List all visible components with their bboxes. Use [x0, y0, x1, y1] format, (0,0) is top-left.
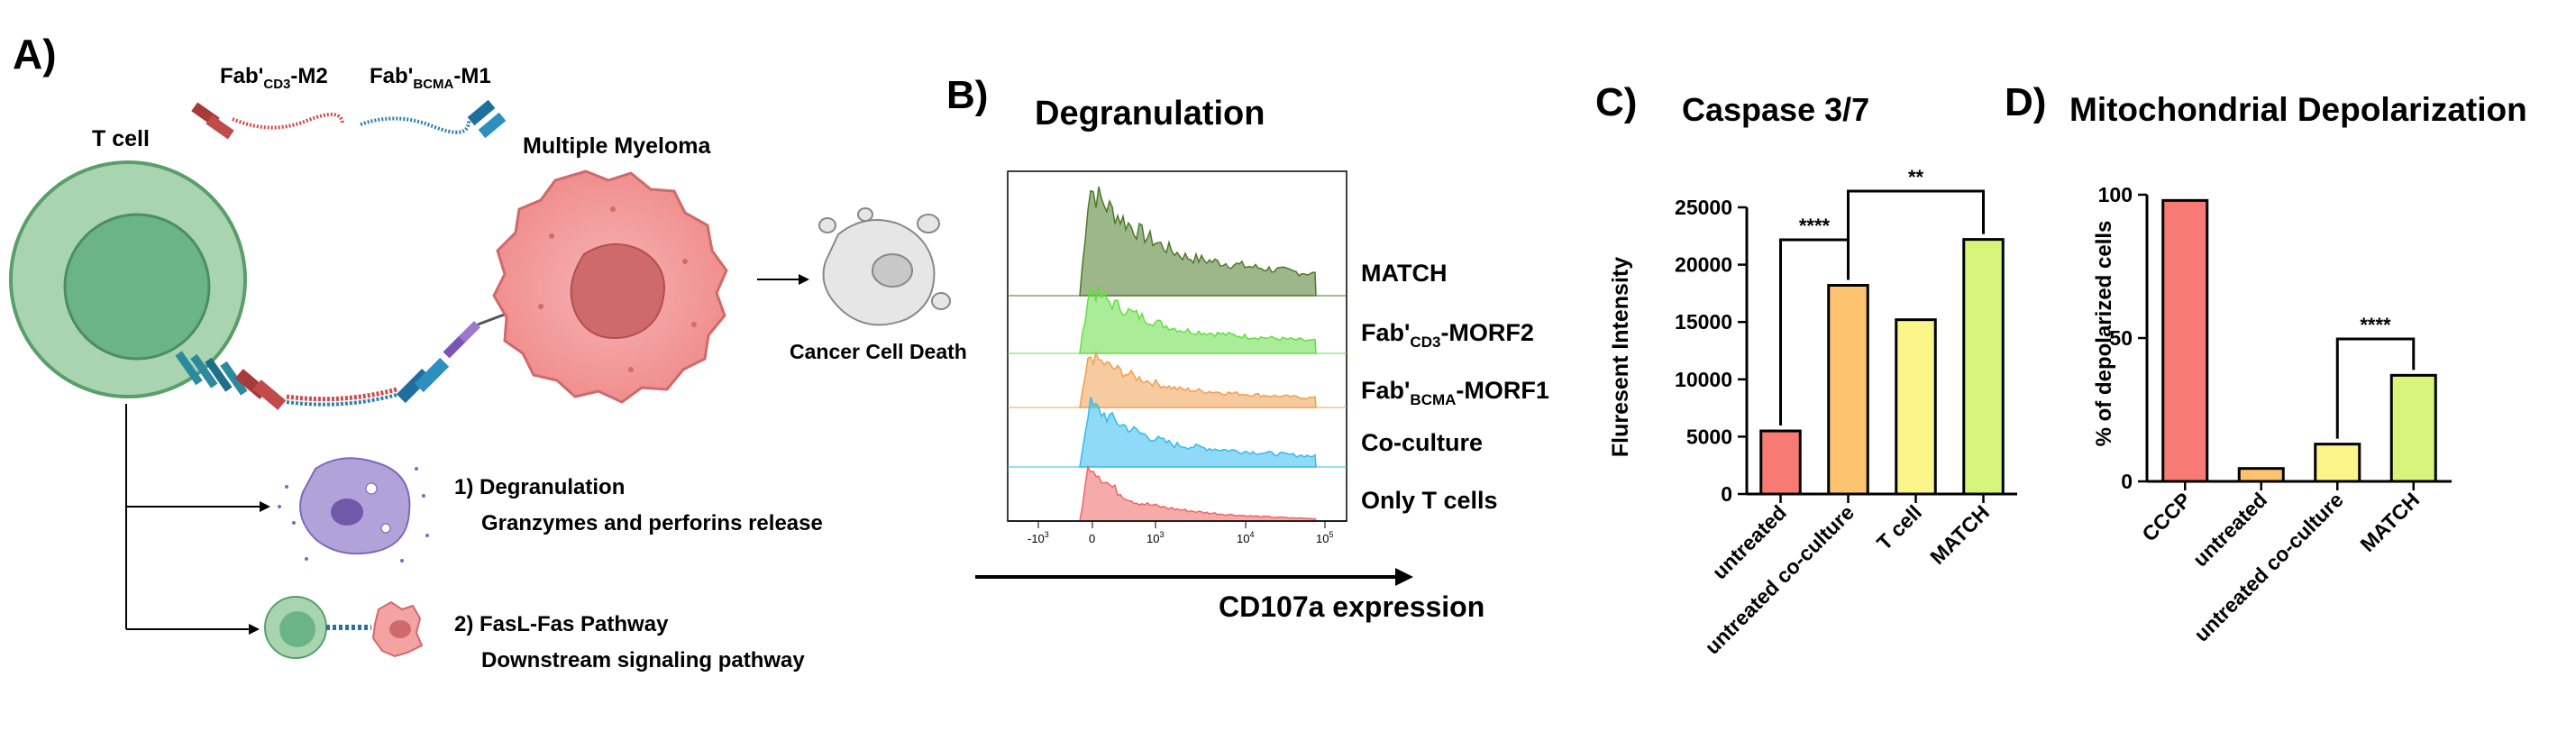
panel-c-chart: C) Caspase 3/7 Fluresent Intensity 0 5000…: [1595, 80, 2017, 659]
svg-text:103: 103: [1146, 530, 1164, 545]
depolarization-ytick-label: 50: [2109, 326, 2133, 350]
depolarization-significance-bracket: [2335, 337, 2416, 439]
path2-desc: Downstream signaling pathway: [481, 648, 805, 672]
caspase-significance-bracket: [1847, 189, 1985, 280]
t-cell-label: T cell: [92, 126, 150, 151]
tick-zero: 0: [1089, 532, 1095, 545]
panel-b-letter: B): [946, 73, 988, 117]
caspase-ytick-label: 20000: [1675, 253, 1732, 277]
row-label-bcma: Fab': [1361, 377, 1410, 404]
fab-cd3-m2-icon: [191, 102, 344, 140]
histogram-bcma: [1079, 350, 1317, 408]
match-complex-icon: [234, 309, 515, 410]
panel-d-chart: D) Mitochondrial Depolarization % of dep…: [2005, 80, 2527, 646]
svg-text:Fab'BCMA-M1: Fab'BCMA-M1: [370, 64, 491, 92]
fab-cd3-label: Fab': [220, 64, 263, 88]
fab-bcma-sub: BCMA: [413, 77, 453, 92]
panel-a-letter: A): [13, 31, 57, 78]
pathway-arrows: [125, 404, 270, 635]
svg-text:Fab'CD3-MORF2: Fab'CD3-MORF2: [1361, 319, 1534, 351]
row-label-match: MATCH: [1361, 260, 1447, 287]
tick-5-exp: 5: [1329, 530, 1333, 539]
histogram-match: [1079, 186, 1317, 297]
panel-d-ylabel: % of depolarized cells: [2092, 221, 2116, 447]
fasl-fas-icon: [264, 596, 424, 659]
caspase-ytick-label: 0: [1721, 482, 1732, 506]
row-label-cd3: Fab': [1361, 319, 1410, 346]
tick-neg-exp: 3: [1045, 530, 1049, 539]
tick-neg: -10: [1028, 532, 1045, 545]
svg-text:-103: -103: [1028, 530, 1049, 545]
tick-4-exp: 4: [1249, 530, 1254, 539]
svg-text:Fab'BCMA-MORF1: Fab'BCMA-MORF1: [1361, 377, 1549, 408]
histogram-cd3: [1079, 286, 1317, 354]
fab-bcma-suffix: -M1: [453, 64, 490, 88]
panel-c-letter: C): [1595, 80, 1637, 124]
depolarization-bar: [2314, 443, 2361, 483]
tick-3-exp: 3: [1159, 530, 1164, 539]
myeloma-label: Multiple Myeloma: [523, 133, 711, 159]
caspase-significance-label: ****: [1799, 215, 1831, 237]
tick-4: 10: [1237, 532, 1249, 545]
row-label-cd3-suffix: -MORF2: [1440, 319, 1534, 346]
svg-text:105: 105: [1316, 530, 1333, 545]
fab-cd3-suffix: -M2: [290, 64, 327, 88]
row-label-bcma-sub: BCMA: [1410, 391, 1456, 408]
path2-title: 2) FasL-Fas Pathway: [454, 612, 669, 636]
panel-d-letter: D): [2005, 80, 2046, 124]
panel-b: B) Degranulation -103 0 103 104 105 CD10…: [946, 73, 1549, 623]
caspase-ytick-label: 25000: [1675, 196, 1732, 219]
cd3-receptor-icon: [175, 351, 248, 396]
depolarization-category-label: untreated co-culture: [2189, 488, 2348, 646]
caspase-bar: [1895, 318, 1937, 496]
myeloma-cell-icon: [492, 169, 728, 404]
arrow-icon: [757, 274, 809, 285]
svg-text:Fab'CD3-M2: Fab'CD3-M2: [220, 64, 328, 92]
cell-death-label: Cancer Cell Death: [790, 340, 967, 363]
caspase-significance-label: **: [1908, 166, 1924, 188]
fab-bcma-m1-icon: [360, 99, 507, 139]
depolarization-category-label: MATCH: [2355, 488, 2424, 556]
path1-desc: Granzymes and perforins release: [481, 511, 823, 535]
depolarization-bar: [2161, 198, 2209, 483]
tick-3: 10: [1146, 532, 1159, 545]
fab-bcma-label: Fab': [370, 64, 413, 88]
degranulating-cell-icon: [278, 457, 429, 563]
caspase-bar: [1962, 238, 2005, 496]
caspase-ytick-label: 5000: [1686, 425, 1732, 448]
histogram-coculture: [1079, 397, 1317, 468]
caspase-bar: [1827, 283, 1869, 496]
panel-c-ylabel: Fluresent Intensity: [1608, 257, 1633, 457]
histogram-tcells: [1079, 464, 1318, 522]
depolarization-ytick-label: 100: [2098, 183, 2133, 206]
path1-title: 1) Degranulation: [454, 475, 625, 499]
histogram-xlabel: CD107a expression: [1219, 590, 1484, 623]
svg-text:104: 104: [1237, 530, 1254, 545]
panel-a: A) T cell Fab'CD3-M2: [9, 31, 967, 672]
panel-b-title: Degranulation: [1035, 95, 1265, 133]
t-cell-icon: [9, 160, 247, 398]
caspase-bar: [1759, 429, 1802, 496]
tick-5: 10: [1316, 532, 1329, 545]
fab-cd3-sub: CD3: [263, 77, 290, 92]
row-label-coculture: Co-culture: [1361, 429, 1483, 456]
panel-d-title: Mitochondrial Depolarization: [2069, 91, 2527, 128]
caspase-ytick-label: 10000: [1675, 368, 1732, 391]
panel-c-title: Caspase 3/7: [1682, 91, 1869, 128]
row-label-cd3-sub: CD3: [1410, 334, 1440, 351]
depolarization-ytick-label: 0: [2121, 470, 2133, 493]
depolarization-bar: [2237, 467, 2285, 483]
histogram-x-axis: -103 0 103 104 105: [1008, 520, 1347, 545]
depolarization-bar: [2389, 373, 2437, 483]
cell-death-icon: [818, 207, 951, 326]
caspase-category-label: MATCH: [1925, 500, 1994, 569]
cd107a-axis-arrow: [975, 568, 1413, 586]
row-label-bcma-suffix: -MORF1: [1456, 377, 1549, 404]
caspase-category-label: T cell: [1872, 500, 1926, 554]
row-label-tcells: Only T cells: [1361, 487, 1498, 514]
depolarization-significance-label: ****: [2360, 314, 2391, 336]
histogram-stack: [1008, 186, 1347, 522]
depolarization-category-label: CCCP: [2137, 488, 2195, 545]
caspase-ytick-label: 15000: [1675, 310, 1732, 334]
